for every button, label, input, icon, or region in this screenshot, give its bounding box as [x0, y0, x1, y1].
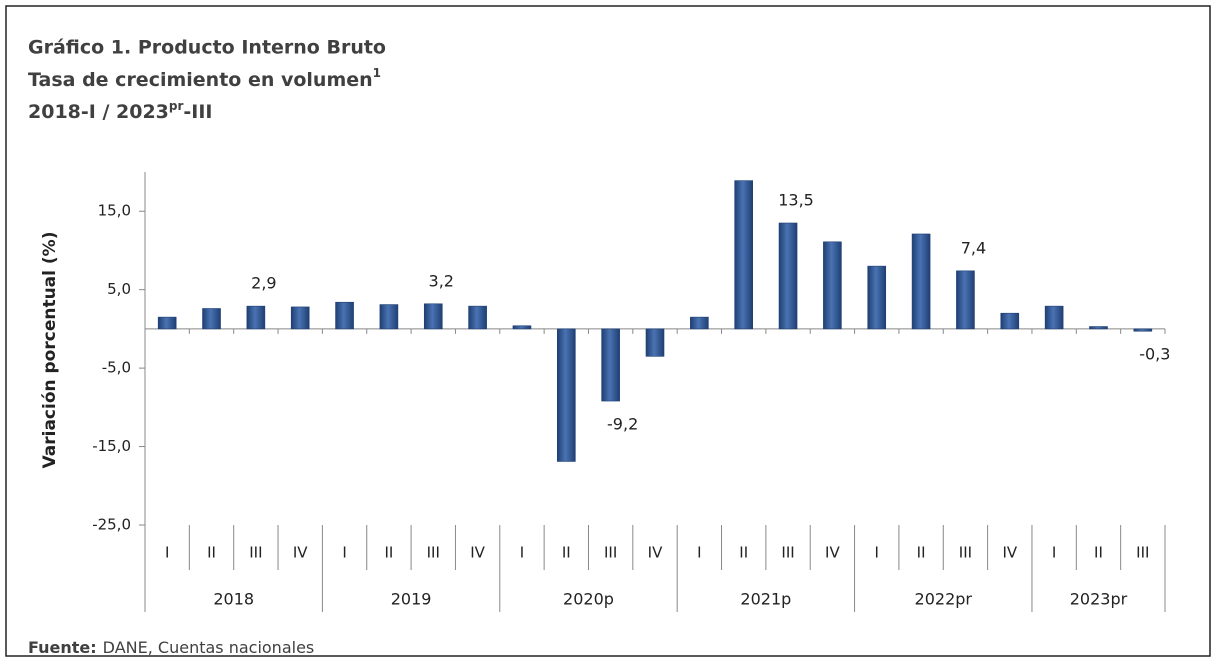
x-tick-label: III — [781, 544, 794, 562]
bar — [778, 222, 798, 330]
bar — [335, 301, 354, 330]
chart-period: 2018-I / 2023pr-III — [28, 99, 213, 123]
bar — [601, 328, 620, 402]
x-tick-label: II — [562, 544, 571, 562]
bar — [423, 303, 443, 330]
x-tick-label: II — [384, 544, 393, 562]
x-tick-label: I — [165, 544, 169, 562]
x-tick-label: I — [520, 544, 524, 562]
data-label: 13,5 — [778, 190, 814, 209]
bar — [911, 233, 931, 330]
x-tick-label: II — [1094, 544, 1103, 562]
x-tick-label: III — [1136, 544, 1149, 562]
x-tick-label: II — [917, 544, 926, 562]
data-label: -0,3 — [1139, 345, 1170, 364]
x-tick-label: IV — [648, 544, 663, 562]
x-tick-label: II — [207, 544, 216, 562]
source: Fuente: DANE, Cuentas nacionales — [28, 638, 314, 657]
bar — [1000, 312, 1020, 330]
x-tick-label: III — [604, 544, 617, 562]
y-tick-label: -15,0 — [92, 437, 131, 455]
group-label: 2023pr — [1070, 590, 1128, 609]
x-tick-label: I — [342, 544, 346, 562]
data-label: -9,2 — [607, 415, 638, 434]
bar — [290, 306, 310, 330]
bar — [690, 316, 709, 330]
x-tick-label: IV — [1002, 544, 1017, 562]
source-text: DANE, Cuentas nacionales — [103, 638, 315, 657]
x-tick-label: IV — [293, 544, 308, 562]
bar — [1044, 305, 1064, 330]
bar — [823, 241, 842, 330]
bar — [202, 308, 221, 330]
group-label: 2021p — [740, 590, 791, 609]
x-tick-label: IV — [470, 544, 485, 562]
x-tick-label: I — [875, 544, 879, 562]
bar — [557, 328, 576, 462]
group-label: 2018 — [213, 590, 254, 609]
bar — [956, 270, 975, 330]
bar — [379, 304, 399, 330]
bar — [645, 328, 665, 357]
bar — [246, 305, 266, 330]
chart-title: Gráfico 1. Producto Interno Bruto — [28, 37, 386, 59]
bar — [1089, 326, 1108, 330]
chart-subtitle: Tasa de crecimiento en volumen1 — [28, 66, 381, 91]
source-label: Fuente: — [28, 638, 97, 657]
x-tick-label: I — [1052, 544, 1056, 562]
subtitle-note: 1 — [373, 66, 381, 80]
x-tick-label: II — [739, 544, 748, 562]
period-text: 2018-I / 2023 — [28, 101, 169, 123]
period-text: -III — [183, 101, 212, 123]
data-label: 7,4 — [961, 238, 986, 257]
data-label: 3,2 — [429, 271, 454, 290]
y-tick-label: 15,0 — [98, 202, 131, 220]
group-label: 2019 — [391, 590, 432, 609]
subtitle-text: Tasa de crecimiento en volumen — [28, 69, 373, 91]
y-tick-label: 5,0 — [107, 280, 131, 298]
bar — [157, 316, 177, 330]
data-label: 2,9 — [251, 274, 276, 293]
x-tick-label: III — [249, 544, 262, 562]
y-tick-label: -25,0 — [92, 516, 131, 534]
x-tick-label: IV — [825, 544, 840, 562]
bar — [867, 265, 887, 330]
x-tick-label: III — [959, 544, 972, 562]
frame — [5, 5, 1211, 657]
x-tick-label: I — [697, 544, 701, 562]
y-axis-label: Variación porcentual (%) — [40, 232, 60, 469]
period-sup: pr — [169, 99, 184, 113]
group-label: 2020p — [563, 590, 614, 609]
y-tick-label: -5,0 — [102, 359, 131, 377]
x-tick-label: III — [427, 544, 440, 562]
bar — [734, 180, 753, 330]
bar — [1133, 328, 1153, 332]
bar — [512, 325, 532, 330]
group-label: 2022pr — [915, 590, 973, 609]
bar — [468, 305, 487, 330]
